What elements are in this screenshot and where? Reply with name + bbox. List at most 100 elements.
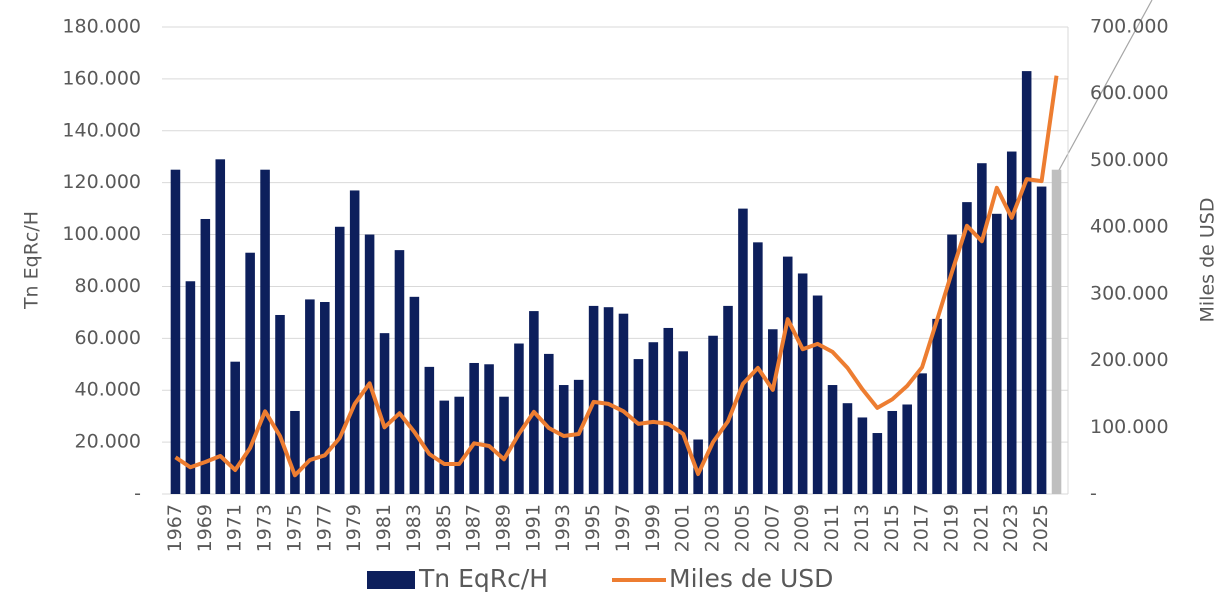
bar	[962, 202, 972, 494]
bar	[648, 342, 659, 494]
bar	[977, 163, 987, 495]
x-tick-label: 1997	[612, 504, 634, 552]
x-tick-label: 1975	[283, 504, 305, 552]
bar	[797, 273, 808, 494]
bar	[812, 295, 823, 494]
bar	[932, 318, 942, 494]
bar	[484, 364, 494, 494]
x-tick-label: 1989	[493, 504, 515, 552]
bar	[454, 396, 464, 494]
bar	[992, 213, 1002, 495]
x-tick-label: 1999	[642, 504, 664, 552]
bar	[275, 314, 285, 494]
x-tick-label: 2019	[941, 504, 963, 552]
bar	[439, 400, 450, 494]
y2-tick-label: 300.000	[1090, 282, 1169, 304]
bar	[1051, 169, 1062, 494]
bar	[245, 252, 255, 494]
y2-axis-title: Miles de USD	[1197, 198, 1219, 323]
x-tick-label: 1993	[552, 504, 574, 552]
bar	[170, 169, 181, 494]
bar	[364, 234, 375, 495]
x-tick-label: 1973	[254, 504, 276, 552]
y2-tick-label: 200.000	[1090, 349, 1169, 371]
x-tick-label: 1969	[194, 504, 216, 552]
y-tick-label: 80.000	[75, 275, 141, 297]
bar	[260, 169, 270, 494]
x-tick-label: 2001	[672, 504, 694, 552]
x-tick-label: 2005	[731, 504, 753, 552]
bar	[499, 396, 509, 494]
bar	[394, 250, 405, 494]
bar	[768, 329, 778, 494]
bar	[857, 417, 868, 494]
bar	[1006, 151, 1017, 495]
bar	[782, 256, 793, 494]
x-tick-label: 2007	[761, 504, 783, 552]
x-tick-label: 2021	[970, 504, 992, 552]
x-tick-label: 2009	[791, 504, 813, 552]
y2-tick-label: 600.000	[1090, 82, 1169, 104]
bar	[842, 403, 853, 494]
x-tick-label: 2017	[911, 504, 933, 552]
x-tick-label: 1971	[224, 504, 246, 552]
legend-label: Tn EqRc/H	[418, 564, 548, 593]
bar	[379, 333, 390, 494]
x-tick-label: 2011	[821, 504, 843, 552]
y-axis-title: Tn EqRc/H	[21, 211, 43, 310]
x-tick-label: 1981	[373, 504, 395, 552]
bar	[947, 234, 957, 495]
bar	[573, 379, 584, 494]
bar	[1021, 71, 1032, 494]
bar	[424, 366, 435, 494]
bar	[902, 404, 912, 494]
y2-tick-label: 500.000	[1090, 149, 1169, 171]
leader-line	[1057, 0, 1153, 173]
bar	[185, 281, 196, 494]
y-tick-label: 60.000	[75, 327, 141, 349]
bar	[230, 361, 240, 494]
x-tick-label: 1977	[313, 504, 335, 552]
bar	[349, 190, 360, 494]
y-tick-label: 120.000	[62, 171, 141, 193]
bar	[708, 335, 718, 494]
line	[174, 75, 1059, 478]
bar	[558, 385, 569, 494]
bar	[305, 299, 315, 494]
bar	[200, 218, 211, 494]
y-tick-label: -	[134, 483, 141, 505]
y2-tick-label: 400.000	[1090, 216, 1169, 238]
y-tick-label: 140.000	[62, 119, 141, 141]
bar	[693, 439, 703, 494]
bar	[320, 302, 330, 494]
x-tick-label: 2015	[881, 504, 903, 552]
x-tick-label: 1967	[164, 504, 186, 552]
x-tick-label: 2003	[702, 504, 724, 552]
bar	[544, 353, 554, 494]
x-tick-label: 1995	[582, 504, 604, 552]
x-tick-label: 2013	[851, 504, 873, 552]
y-tick-label: 100.000	[62, 223, 141, 245]
bar	[738, 208, 748, 494]
bar	[917, 373, 927, 494]
bar	[215, 159, 226, 495]
x-tick-label: 1985	[433, 504, 455, 552]
y-tick-label: 160.000	[62, 67, 141, 89]
bar	[603, 307, 614, 494]
bar	[618, 313, 629, 494]
bar	[827, 385, 838, 494]
y-tick-label: 40.000	[75, 379, 141, 401]
y2-tick-label: 700.000	[1090, 16, 1169, 38]
bar	[409, 296, 420, 494]
x-tick-label: 1991	[522, 504, 544, 552]
bar	[678, 351, 688, 494]
bar	[290, 410, 300, 494]
bar	[1036, 186, 1047, 494]
bar	[514, 343, 524, 494]
bar	[334, 226, 345, 494]
legend-swatch	[367, 571, 415, 589]
y-tick-label: 20.000	[75, 431, 141, 453]
x-tick-label: 1983	[403, 504, 425, 552]
